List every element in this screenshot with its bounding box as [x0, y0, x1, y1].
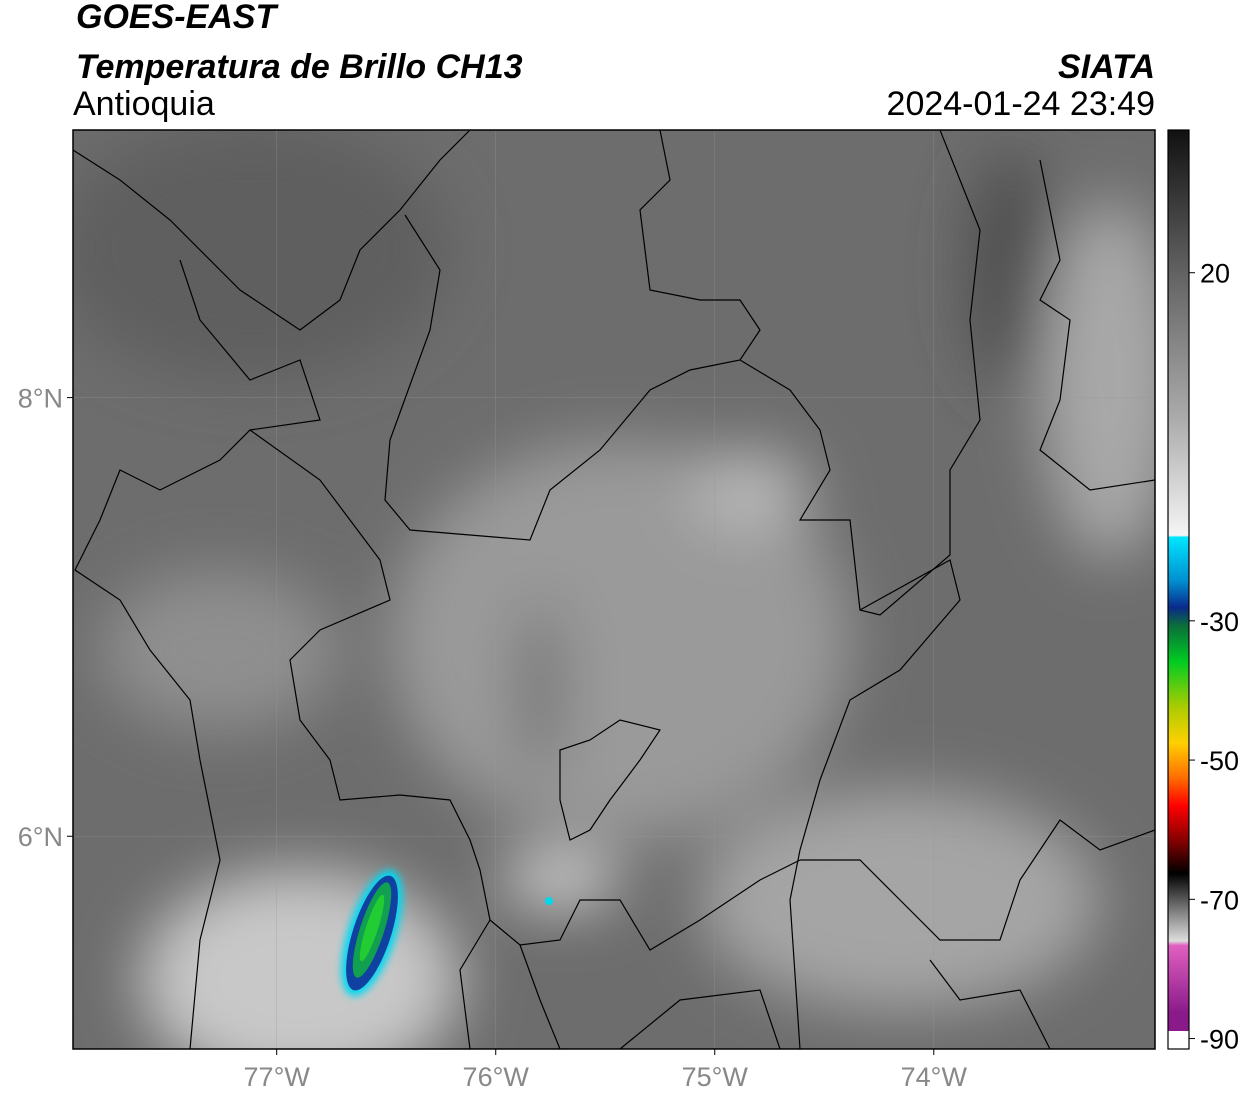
colorbar-tick-label: -30 — [1200, 607, 1239, 637]
y-tick-label: 6°N — [18, 822, 63, 852]
colorbar-tick-label: -90 — [1200, 1025, 1239, 1055]
map-frame — [72, 129, 1156, 1050]
storm-cell — [341, 869, 553, 997]
colorbar-tick-label: -70 — [1200, 885, 1239, 915]
colorbar-tick-label: 20 — [1200, 259, 1230, 289]
colorbar-frame — [1167, 129, 1190, 1050]
colorbar-under — [1168, 1031, 1189, 1049]
x-tick-label: 75°W — [682, 1062, 749, 1092]
map-image — [73, 130, 1155, 1049]
y-tick-label: 8°N — [18, 384, 63, 414]
colorbar-tick-label: -50 — [1200, 746, 1239, 776]
subtitle: Temperatura de Brillo CH13 — [76, 48, 523, 86]
x-tick-label: 74°W — [901, 1062, 968, 1092]
source: SIATA — [1058, 48, 1155, 86]
timestamp: 2024-01-24 23:49 — [887, 85, 1155, 123]
x-tick-label: 76°W — [463, 1062, 530, 1092]
x-tick-label: 77°W — [244, 1062, 311, 1092]
colorbar — [1168, 130, 1189, 1031]
borders — [73, 130, 1155, 1049]
title: GOES-EAST — [76, 0, 279, 36]
region: Antioquia — [73, 85, 215, 123]
